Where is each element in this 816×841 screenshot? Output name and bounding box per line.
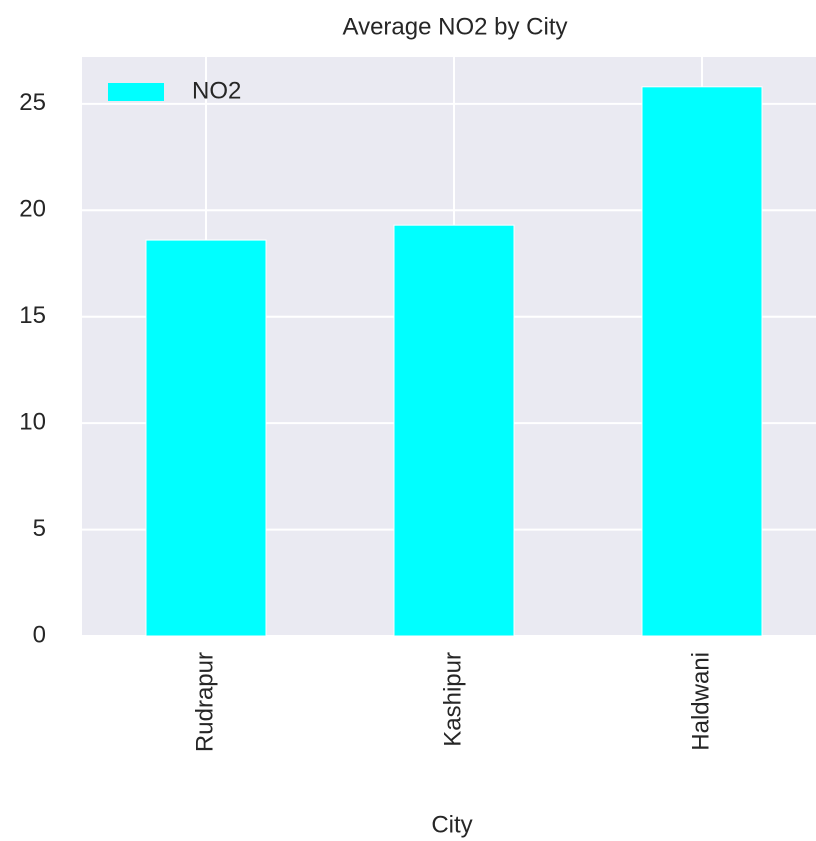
- x-tick-label: Haldwani: [687, 652, 714, 751]
- bar: [641, 86, 763, 637]
- legend-label: NO2: [192, 77, 241, 104]
- x-tick-label: Rudrapur: [191, 652, 218, 752]
- bar: [393, 224, 515, 637]
- y-tick-label: 10: [19, 408, 46, 435]
- bar: [145, 239, 267, 637]
- y-tick-label: 20: [19, 196, 46, 223]
- y-tick-label: 5: [33, 515, 46, 542]
- y-tick-label: 25: [19, 89, 46, 116]
- y-tick-label: 0: [33, 621, 46, 648]
- chart-title: Average NO2 by City: [343, 13, 568, 40]
- y-tick-label: 15: [19, 302, 46, 329]
- x-tick-label: Kashipur: [439, 652, 466, 747]
- x-axis-label: City: [431, 811, 472, 838]
- legend-swatch: [108, 83, 164, 101]
